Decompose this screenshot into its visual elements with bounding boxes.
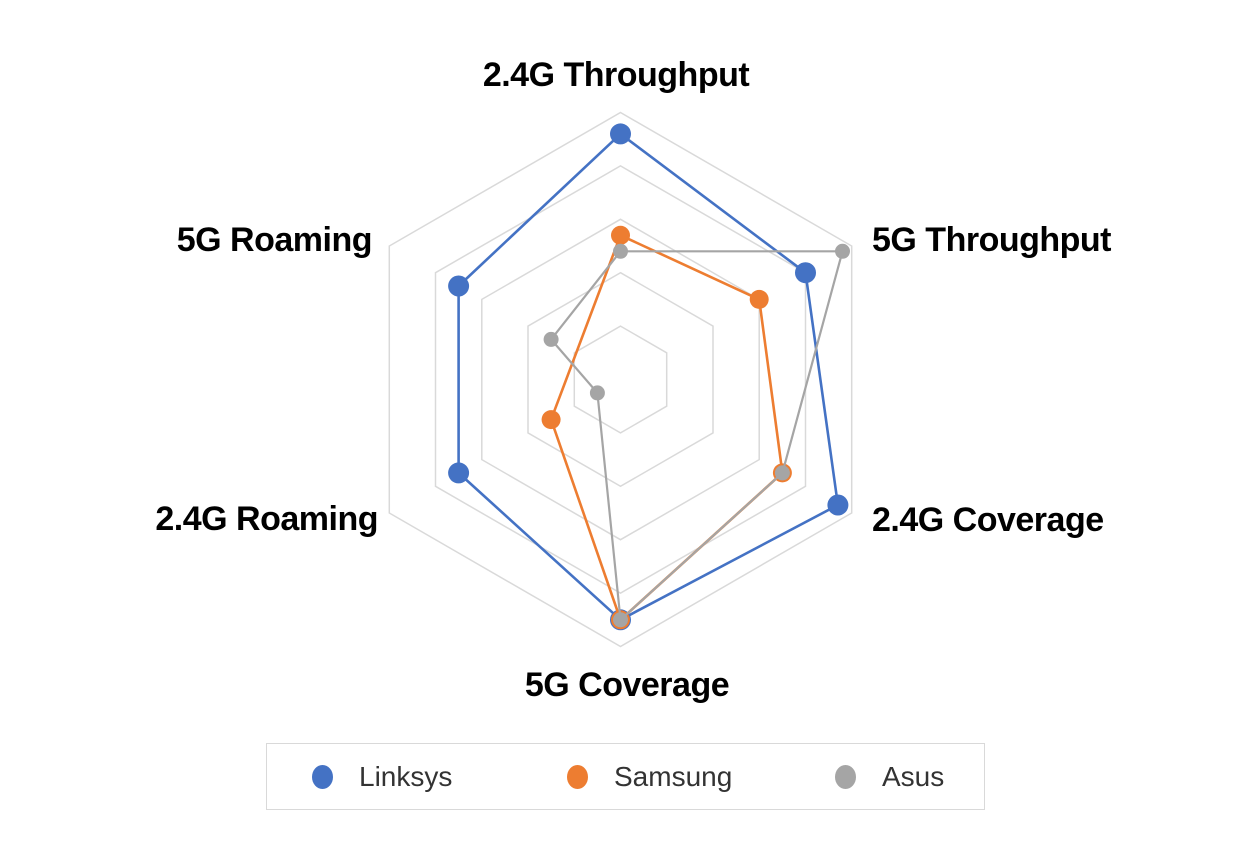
axis-label-5g-roaming: 5G Roaming: [176, 221, 373, 259]
marker-samsung-2-4g-throughput: [611, 225, 630, 245]
series-line-linksys: [457, 132, 840, 622]
legend-item-linksys: Linksys: [312, 744, 452, 809]
legend-item-samsung: Samsung: [567, 744, 732, 809]
marker-linksys-5g-throughput: [795, 262, 816, 284]
marker-asus-5g-roaming: [543, 331, 559, 347]
marker-asus-2-4g-throughput: [613, 243, 628, 259]
grid-ring-5: [388, 111, 853, 648]
marker-asus-2-4g-coverage: [774, 465, 790, 481]
axis-label-2-4g-coverage: 2.4G Coverage: [872, 501, 1104, 539]
legend-item-asus: Asus: [835, 744, 944, 809]
legend-swatch-linksys: [312, 764, 333, 789]
legend-label-linksys: Linksys: [359, 760, 453, 792]
marker-samsung-2-4g-roaming: [541, 410, 561, 430]
legend-label-asus: Asus: [882, 760, 945, 792]
grid-ring-3: [481, 218, 760, 541]
marker-linksys-2-4g-roaming: [448, 462, 470, 484]
legend-label-samsung: Samsung: [614, 760, 733, 792]
marker-samsung-5g-throughput: [749, 289, 769, 309]
axis-label-2-4g-throughput: 2.4G Throughput: [482, 56, 750, 94]
marker-asus-5g-throughput: [835, 243, 850, 259]
marker-linksys-5g-roaming: [448, 275, 470, 297]
axis-label-5g-throughput: 5G Throughput: [872, 221, 1112, 259]
marker-linksys-2-4g-throughput: [610, 123, 631, 145]
axis-label-2-4g-roaming: 2.4G Roaming: [155, 500, 378, 538]
axis-label-5g-coverage: 5G Coverage: [524, 666, 730, 704]
series-linksys: [448, 123, 849, 631]
grid-ring-2: [527, 271, 714, 488]
marker-linksys-2-4g-coverage: [827, 494, 849, 516]
marker-asus-5g-coverage: [613, 612, 628, 628]
grid-ring-1: [573, 325, 668, 434]
legend-swatch-samsung: [567, 764, 588, 789]
marker-asus-2-4g-roaming: [589, 385, 605, 401]
legend-swatch-asus: [835, 764, 856, 789]
chart-legend: Linksys Samsung Asus: [266, 743, 985, 810]
series-asus: [543, 243, 850, 628]
